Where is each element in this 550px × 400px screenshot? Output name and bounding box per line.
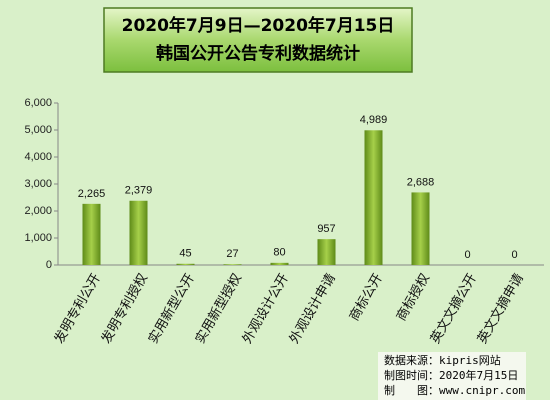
bar — [364, 130, 383, 265]
chart-subtitle: 韩国公开公告专利数据统计 — [156, 43, 360, 64]
value-label: 2,688 — [407, 176, 435, 188]
bar — [129, 200, 148, 265]
bar — [270, 262, 289, 265]
y-tick-label: 2,000 — [24, 205, 52, 217]
note-box — [378, 352, 526, 400]
bar — [223, 264, 242, 265]
value-label: 0 — [511, 249, 517, 261]
bar — [176, 263, 195, 265]
bar — [317, 239, 336, 265]
note: 制图时间：2020年7月15日 — [384, 368, 518, 382]
y-tick-label: 0 — [46, 259, 52, 271]
value-label: 2,265 — [78, 188, 106, 200]
value-label: 4,989 — [360, 114, 388, 126]
value-label: 0 — [464, 249, 470, 261]
title-box — [103, 7, 413, 73]
value-label: 45 — [179, 248, 191, 260]
chart-title: 2020年7月9日—2020年7月15日 — [122, 15, 395, 36]
bar — [82, 203, 101, 265]
y-tick-label: 5,000 — [24, 124, 52, 136]
y-tick-label: 1,000 — [24, 232, 52, 244]
y-tick-label: 6,000 — [24, 97, 52, 109]
bar — [411, 192, 430, 265]
y-tick-label: 4,000 — [24, 151, 52, 163]
note: 制 图：www.cnipr.com — [384, 384, 525, 397]
value-label: 2,379 — [125, 185, 153, 197]
value-label: 957 — [317, 223, 335, 235]
note: 数据来源：kipris网站 — [384, 353, 501, 367]
value-label: 80 — [273, 247, 285, 259]
y-tick-label: 3,000 — [24, 178, 52, 190]
value-label: 27 — [226, 248, 238, 260]
